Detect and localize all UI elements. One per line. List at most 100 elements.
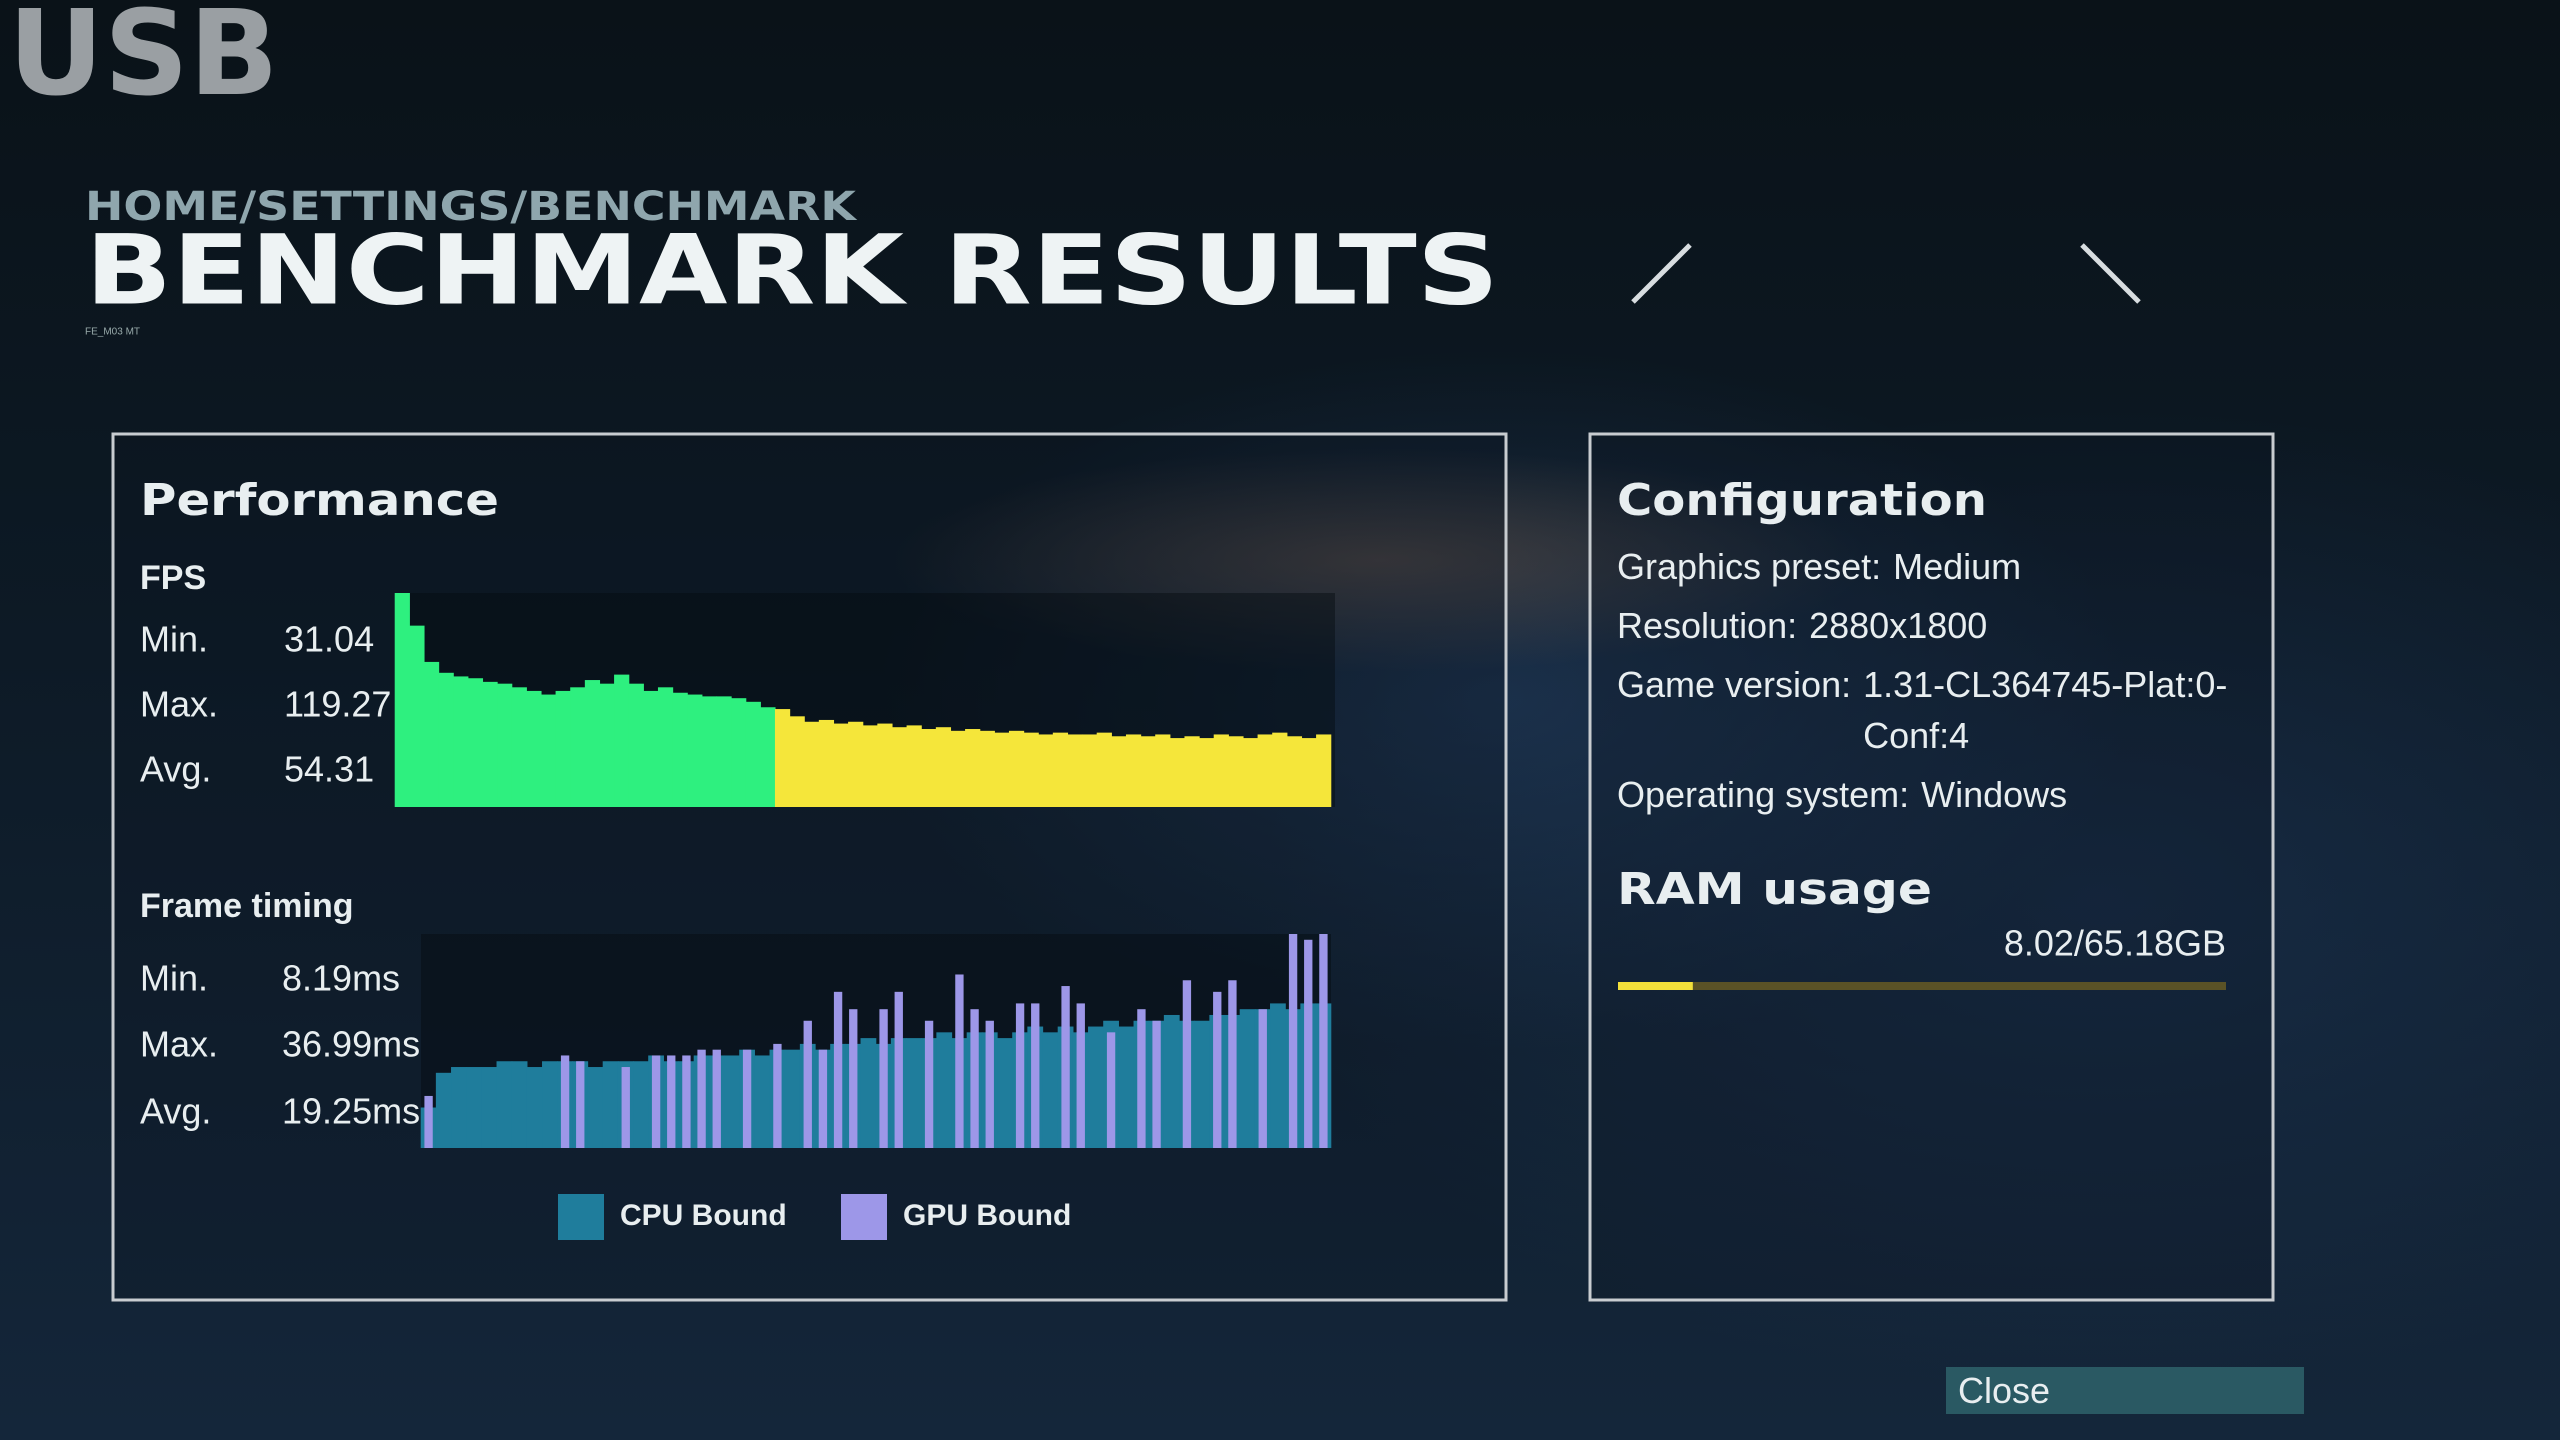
bar: [936, 1032, 953, 1148]
page-title: BENCHMARK RESULTS: [85, 214, 1499, 326]
bar: [1257, 734, 1273, 807]
stat-value: 31.04: [284, 619, 374, 660]
config-item: Resolution: 2880x1800: [1617, 600, 2257, 651]
bar: [731, 698, 747, 807]
bar: [584, 680, 601, 807]
fps-title: FPS: [140, 559, 206, 597]
bar: [950, 730, 966, 807]
bar: [1272, 732, 1288, 807]
bar: [894, 991, 903, 1148]
bar: [576, 1061, 585, 1148]
bar: [789, 716, 805, 807]
bar: [1140, 736, 1156, 807]
bar: [697, 1049, 706, 1148]
bar: [672, 692, 688, 807]
bar: [687, 694, 703, 807]
bar: [643, 690, 659, 807]
bar: [742, 1049, 752, 1148]
bar: [862, 725, 878, 807]
bar: [526, 1067, 543, 1148]
bar: [1182, 980, 1192, 1148]
bar: [438, 672, 454, 807]
bar: [482, 681, 498, 807]
bar: [1270, 1003, 1286, 1148]
bar: [965, 729, 981, 807]
ram-fill: [1618, 982, 1693, 990]
bar: [496, 1061, 513, 1148]
bar: [1082, 734, 1098, 807]
bar: [1163, 1014, 1180, 1148]
bar: [657, 687, 674, 807]
bar: [860, 1038, 877, 1148]
decor-slash: [1631, 243, 1692, 304]
legend-swatch: [558, 1194, 604, 1240]
performance-panel: [111, 432, 1508, 1302]
bar: [1169, 738, 1186, 807]
bar: [921, 729, 937, 807]
stat-value: 36.99ms: [282, 1024, 420, 1065]
bar: [924, 1020, 934, 1148]
performance-title: Performance: [140, 475, 499, 526]
bar: [1288, 934, 1298, 1148]
bar: [716, 696, 732, 807]
bar: [997, 1038, 1013, 1148]
stat-label: Max.: [140, 1024, 218, 1065]
bar: [1118, 1026, 1135, 1148]
bar: [602, 1061, 619, 1148]
bar: [1052, 732, 1069, 807]
bar: [394, 593, 410, 807]
bar: [1152, 1020, 1161, 1148]
frame-timing-title: Frame timing: [140, 887, 353, 925]
stat-value: 19.25ms: [282, 1091, 420, 1132]
bar: [985, 1020, 994, 1148]
bar: [906, 1038, 922, 1148]
bar: [1031, 1003, 1040, 1148]
ram-track: [1618, 982, 2226, 990]
bar: [773, 1043, 782, 1148]
bar: [560, 1055, 570, 1148]
bar: [587, 1067, 604, 1148]
bar: [1213, 734, 1229, 807]
breadcrumb: HOME/SETTINGS/BENCHMARK: [85, 184, 858, 230]
config-value: Medium: [1893, 546, 2022, 587]
bar: [1319, 934, 1328, 1148]
bar: [1023, 732, 1039, 807]
bar: [891, 727, 908, 807]
stat-label: Min.: [140, 958, 208, 999]
bar: [651, 1055, 661, 1148]
bar: [833, 723, 849, 807]
config-key: Game version:: [1617, 664, 1852, 705]
config-key: Resolution:: [1617, 605, 1798, 646]
config-key: Operating system:: [1617, 774, 1910, 815]
stat-value: 119.27: [284, 684, 391, 725]
bar: [1304, 939, 1313, 1148]
bar: [1258, 1009, 1267, 1148]
bar: [1199, 738, 1215, 807]
bar: [511, 687, 527, 807]
bar: [724, 1055, 740, 1148]
bar: [1125, 734, 1142, 807]
bar: [935, 727, 952, 807]
bar: [1061, 986, 1070, 1148]
config-item: Operating system: Windows: [1617, 769, 2257, 820]
configuration-panel: [1588, 432, 2275, 1302]
bar: [424, 1095, 433, 1148]
bar: [540, 694, 557, 807]
bar: [1184, 736, 1200, 807]
bar: [760, 707, 776, 807]
bar: [542, 1061, 558, 1148]
bar: [848, 721, 864, 807]
bar: [453, 676, 469, 807]
stat-label: Min.: [140, 619, 208, 660]
bar: [451, 1067, 467, 1148]
bar: [1015, 1003, 1025, 1148]
bar: [682, 1055, 691, 1148]
stat-label: Max.: [140, 684, 218, 725]
close-button[interactable]: Close: [1946, 1367, 2304, 1414]
bar: [1239, 1009, 1256, 1148]
bar: [804, 721, 820, 807]
legend-label: CPU Bound: [620, 1199, 787, 1232]
bar: [877, 723, 893, 807]
bar: [1096, 732, 1112, 807]
bar: [621, 1067, 630, 1148]
